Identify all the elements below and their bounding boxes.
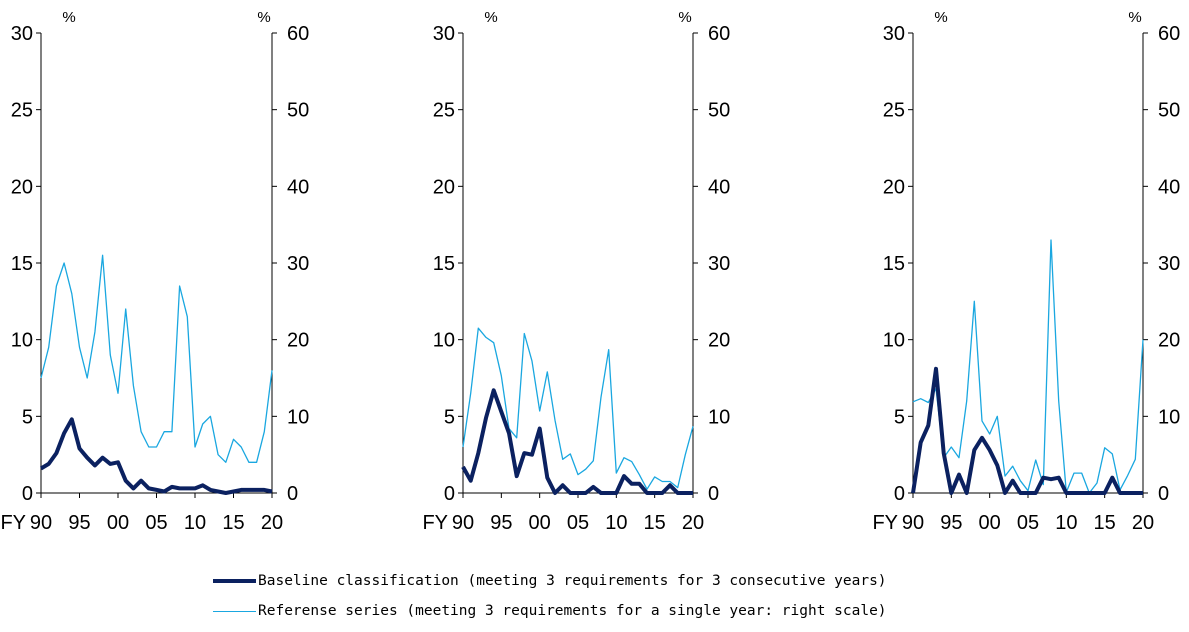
panel-1-left-unit: % — [62, 9, 75, 26]
panel-3-left-tick-label: 20 — [883, 176, 905, 198]
legend-label-reference: Referense series (meeting 3 requirements… — [258, 603, 887, 619]
panel-2-baseline-series-line — [461, 388, 693, 495]
panel-1-right-tick-label: 20 — [287, 330, 309, 352]
panel-2-right-tick-label: 30 — [708, 253, 730, 275]
panel-1-x-tick-label: 90 — [30, 512, 52, 534]
legend-swatch-baseline — [213, 579, 256, 583]
panel-1-left-tick-label: 10 — [11, 330, 33, 352]
panel-1-right-tick-label: 60 — [287, 23, 309, 45]
panel-3-right-tick-label: 40 — [1158, 176, 1180, 198]
panel-2-right-tick-label: 20 — [708, 330, 730, 352]
panel-2-right-tick-label: 40 — [708, 176, 730, 198]
panel-1-right-unit: % — [257, 9, 270, 26]
panel-3-left-tick-label: 0 — [894, 483, 905, 505]
panel-3-left-tick-label: 30 — [883, 23, 905, 45]
panel-1-right-tick-label: 30 — [287, 253, 309, 275]
panel-1-right-tick-label: 10 — [287, 406, 309, 428]
panel-2-left-tick-label: 30 — [433, 23, 455, 45]
panel-2-right-unit: % — [678, 9, 691, 26]
panel-3-left-tick-label: 25 — [883, 100, 905, 122]
panel-2-left-tick-label: 0 — [444, 483, 455, 505]
panel-1-x-tick-label: 00 — [107, 512, 129, 534]
panel-2-right-tick-label: 60 — [708, 23, 730, 45]
panel-2-x-tick-label: 15 — [644, 512, 666, 534]
panel-2-left-tick-label: 20 — [433, 176, 455, 198]
panel-2-x-tick-label: 00 — [529, 512, 551, 534]
panel-1-right-tick-label: 40 — [287, 176, 309, 198]
panel-3-x-prefix: FY — [872, 512, 898, 534]
panel-1-left-tick-label: 30 — [11, 23, 33, 45]
panel-3-right-tick-label: 0 — [1158, 483, 1169, 505]
panel-2-left-tick-label: 25 — [433, 100, 455, 122]
panel-3-right-tick-label: 60 — [1158, 23, 1180, 45]
panel-2-x-tick-label: 10 — [605, 512, 627, 534]
panel-2-x-tick-label: 95 — [490, 512, 512, 534]
legend: Baseline classification (meeting 3 requi… — [213, 566, 1033, 626]
legend-label-baseline: Baseline classification (meeting 3 requi… — [258, 573, 887, 589]
panel-1-baseline-series-line — [39, 417, 273, 495]
panel-1-x-tick-label: 15 — [222, 512, 244, 534]
panel-3-x-tick-label: 10 — [1055, 512, 1077, 534]
panel-3-baseline-series-line — [911, 366, 1143, 495]
panel-1-left-tick-label: 0 — [22, 483, 33, 505]
panel-1-reference-series-line — [40, 254, 273, 463]
legend-swatch-reference — [213, 610, 256, 612]
panel-1-x-tick-label: 05 — [145, 512, 167, 534]
panel-1-left-tick-label: 5 — [22, 406, 33, 428]
panel-1-x-tick-label: 20 — [261, 512, 283, 534]
panel-3-left-unit: % — [934, 9, 947, 26]
panel-2-right-tick-label: 50 — [708, 100, 730, 122]
panel-2-left-tick-label: 15 — [433, 253, 455, 275]
panel-3-x-tick-label: 15 — [1094, 512, 1116, 534]
panel-3-x-tick-label: 95 — [940, 512, 962, 534]
panel-3-right-tick-label: 30 — [1158, 253, 1180, 275]
panel-1-right-tick-label: 50 — [287, 100, 309, 122]
panel-3-x-tick-label: 90 — [902, 512, 924, 534]
panel-3-left-tick-label: 5 — [894, 406, 905, 428]
panel-2-x-tick-label: 20 — [682, 512, 704, 534]
panel-3-right-unit: % — [1128, 9, 1141, 26]
legend-item-baseline: Baseline classification (meeting 3 requi… — [213, 566, 1033, 596]
panel-2-x-tick-label: 90 — [452, 512, 474, 534]
panel-2-left-tick-label: 10 — [433, 330, 455, 352]
panel-1-left-tick-label: 20 — [11, 176, 33, 198]
panel-1-right-tick-label: 0 — [287, 483, 298, 505]
panel-3-right-tick-label: 20 — [1158, 330, 1180, 352]
panel-3-x-tick-label: 05 — [1017, 512, 1039, 534]
legend-item-reference: Referense series (meeting 3 requirements… — [213, 596, 1033, 626]
panel-3-left-tick-label: 15 — [883, 253, 905, 275]
panel-1-x-tick-label: 10 — [184, 512, 206, 534]
panel-2-reference-series-line — [462, 327, 694, 490]
panel-2-x-prefix: FY — [422, 512, 448, 534]
panel-2-right-tick-label: 0 — [708, 483, 719, 505]
panel-3-reference-series-line — [912, 239, 1144, 494]
panel-3-x-tick-label: 00 — [979, 512, 1001, 534]
panel-2-left-unit: % — [484, 9, 497, 26]
panel-1-x-prefix: FY — [0, 512, 26, 534]
panel-3-left-tick-label: 10 — [883, 330, 905, 352]
panel-1-left-tick-label: 25 — [11, 100, 33, 122]
panel-2-left-tick-label: 5 — [444, 406, 455, 428]
panel-2-right-tick-label: 10 — [708, 406, 730, 428]
panel-3-right-tick-label: 10 — [1158, 406, 1180, 428]
panel-2-x-tick-label: 05 — [567, 512, 589, 534]
panel-1-left-tick-label: 15 — [11, 253, 33, 275]
panel-1-x-tick-label: 95 — [68, 512, 90, 534]
panel-3-right-tick-label: 50 — [1158, 100, 1180, 122]
panel-3-x-tick-label: 20 — [1132, 512, 1154, 534]
